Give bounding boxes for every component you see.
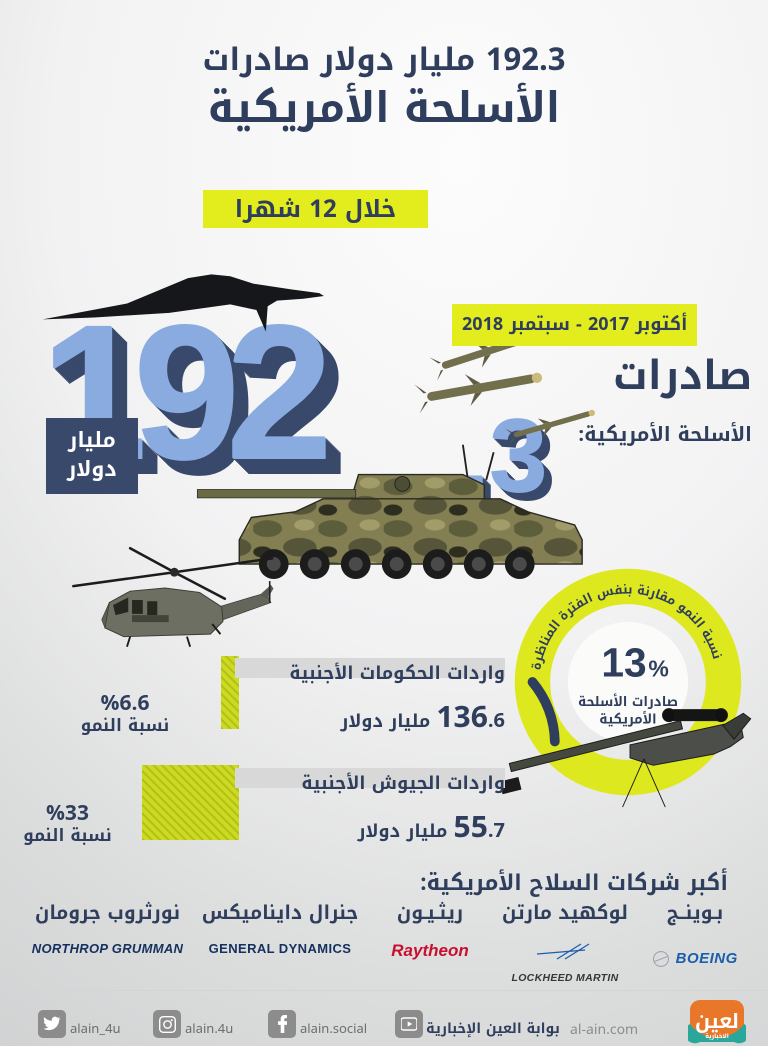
svg-text:الاخبارية: الاخبارية bbox=[705, 1030, 729, 1042]
